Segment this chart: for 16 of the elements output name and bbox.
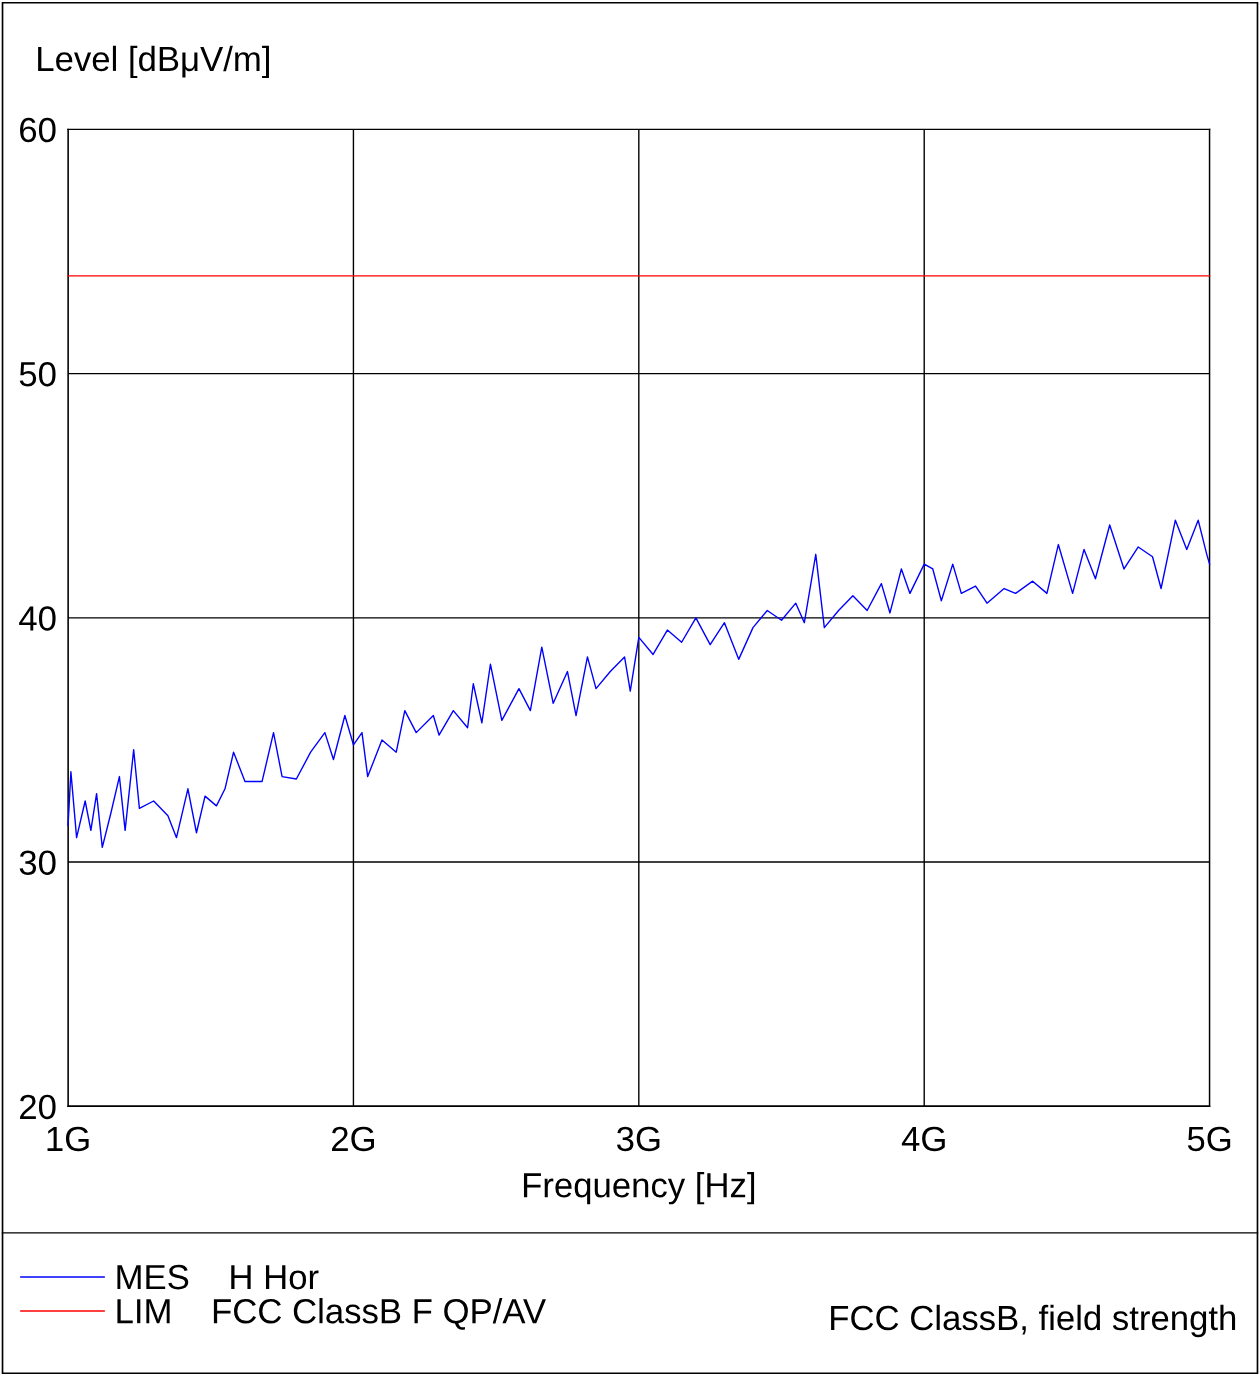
x-axis-title: Frequency [Hz] (523, 1172, 755, 1205)
y-tick-label: 40 (19, 606, 56, 631)
y-tick-label: 30 (19, 850, 56, 875)
legend-label: LIM FCC ClassB F QP/AV (117, 1298, 546, 1330)
x-tick-label: 1G (47, 1126, 89, 1152)
y-tick-label: 60 (20, 117, 56, 143)
x-tick-label: 5G (1187, 1126, 1231, 1152)
x-tick-label: 2G (332, 1126, 374, 1152)
y-tick-label: 50 (19, 361, 56, 387)
y-tick-label: 20 (20, 1094, 56, 1120)
y-axis-title: Level [dBμV/m] (38, 45, 269, 79)
line-series (67, 519, 1211, 849)
text: FCC ClassB, field strength (831, 1304, 1236, 1338)
legend-label: MES H Hor (117, 1264, 319, 1290)
x-tick-label: 3G (616, 1126, 660, 1152)
x-tick-label: 4G (901, 1126, 945, 1152)
